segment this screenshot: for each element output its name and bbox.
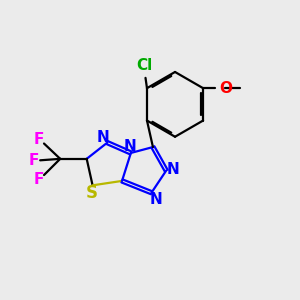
Text: O: O [219, 81, 232, 96]
Text: S: S [86, 184, 98, 202]
Text: N: N [149, 192, 162, 207]
Text: N: N [97, 130, 109, 145]
Text: N: N [166, 162, 179, 177]
Text: F: F [34, 133, 44, 148]
Text: F: F [34, 172, 44, 187]
Text: F: F [28, 153, 39, 168]
Text: Cl: Cl [136, 58, 153, 73]
Text: N: N [124, 139, 136, 154]
